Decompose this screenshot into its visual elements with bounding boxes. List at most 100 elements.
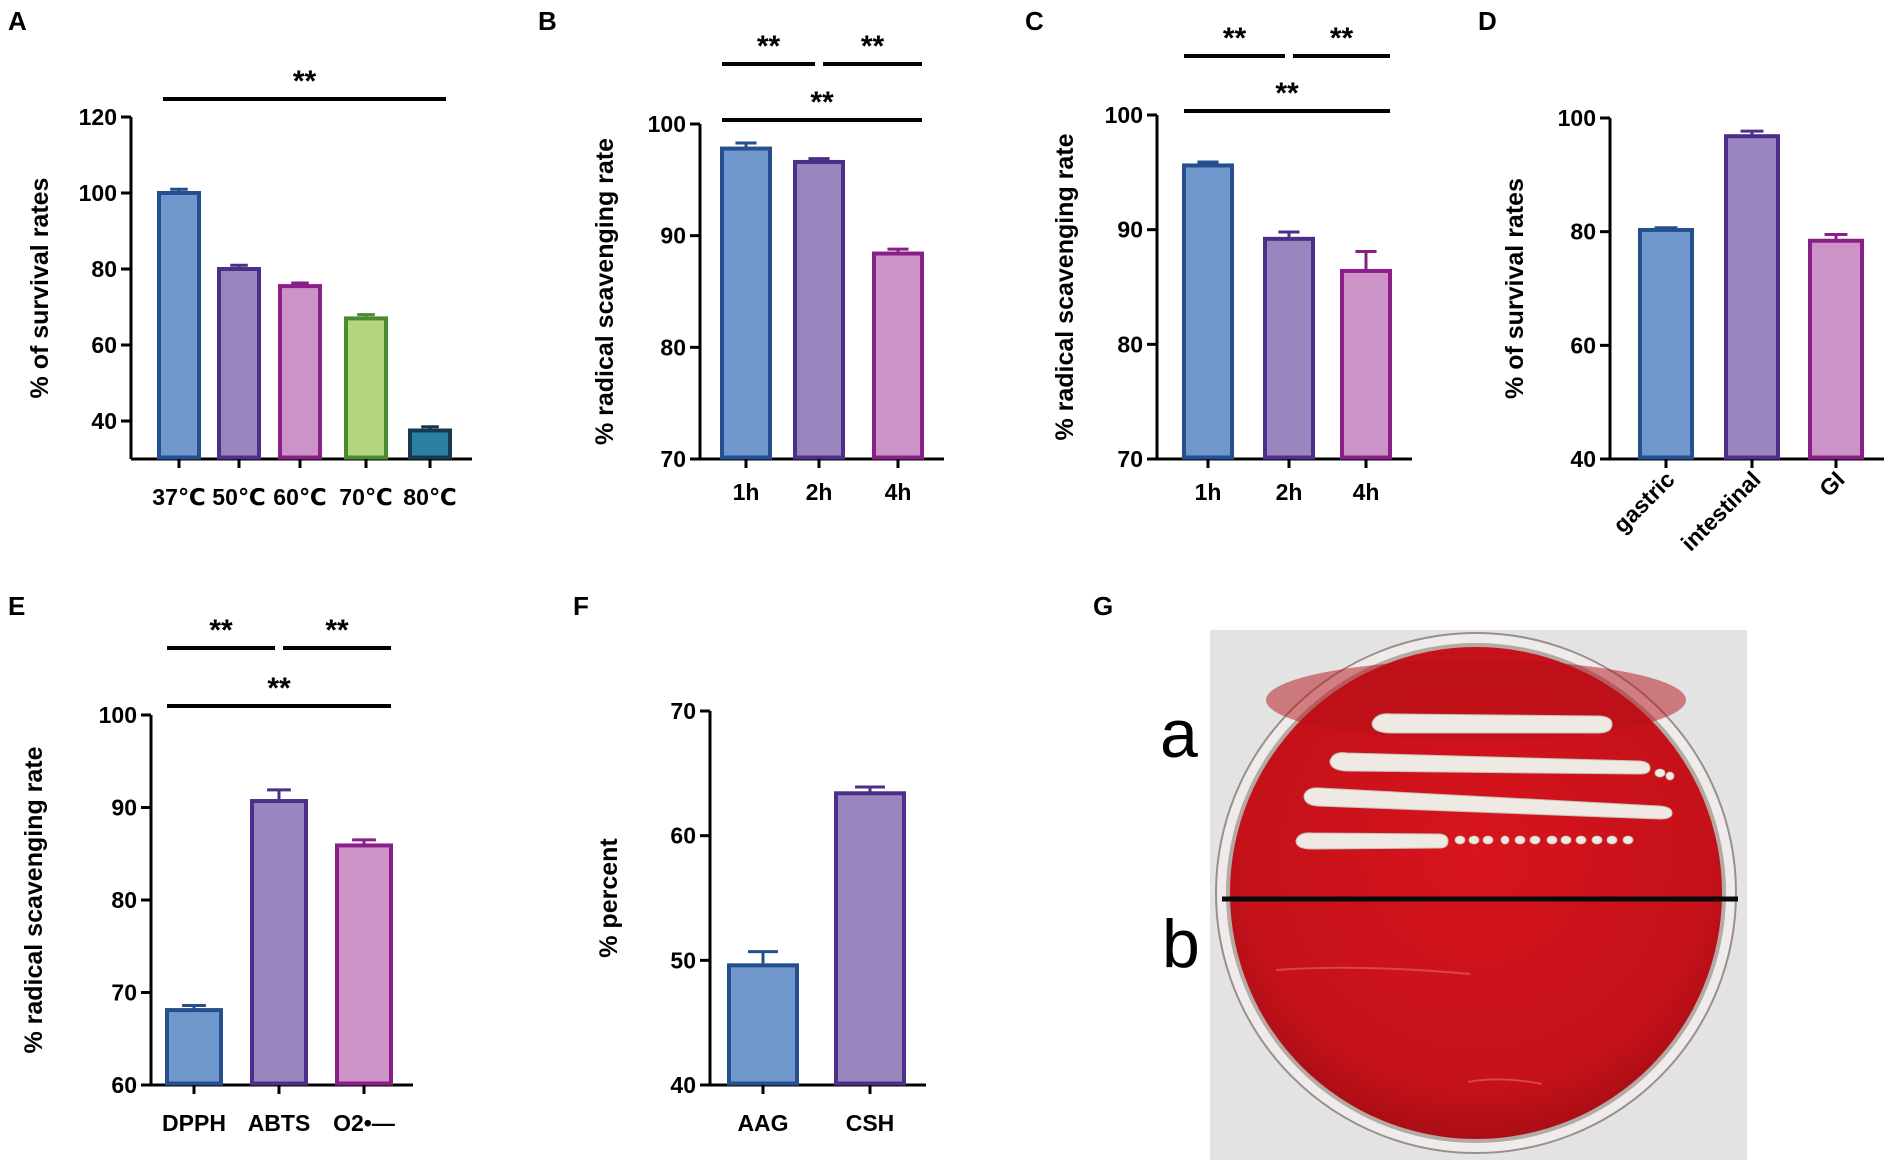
y-tick-label: 70 — [1117, 446, 1143, 472]
x-tick-label: DPPH — [162, 1110, 226, 1136]
panel-letter-c: C — [1025, 6, 1044, 36]
significance-label: ** — [1330, 22, 1354, 55]
y-tick-label: 90 — [1117, 217, 1143, 243]
panel-letter-b: B — [538, 6, 557, 36]
colony-dot — [1654, 768, 1666, 778]
colony-dot — [1591, 835, 1603, 845]
y-tick-label: 40 — [1570, 446, 1596, 472]
bar-intestinal — [1724, 134, 1780, 460]
y-tick-label: 40 — [670, 1072, 696, 1098]
bar-gastric — [1638, 227, 1694, 460]
y-axis-title: % percent — [595, 838, 623, 958]
x-tick-label: 50℃ — [212, 484, 265, 510]
x-tick-label: intestinal — [1676, 466, 1766, 556]
significance-label: ** — [267, 672, 291, 705]
y-tick-label: 100 — [99, 702, 137, 728]
x-tick-label: 4h — [1353, 479, 1380, 505]
x-tick-label: 70℃ — [339, 484, 392, 510]
colony-dot — [1514, 835, 1526, 845]
x-tick-label: ABTS — [248, 1110, 311, 1136]
bar-50℃ — [217, 267, 261, 460]
chart-f: 40 50 60 70 % percent AAG CSH — [595, 698, 926, 1136]
bar-CSH — [834, 791, 906, 1086]
faint-streaks-b — [1275, 966, 1543, 1085]
bar-4h — [872, 251, 924, 460]
bar-1h — [1182, 163, 1234, 460]
colony-dots — [1454, 768, 1675, 845]
panel-letter-d: D — [1478, 6, 1497, 36]
x-tick-label: gastric — [1608, 466, 1680, 538]
significance-label: ** — [1275, 77, 1299, 110]
colony-dot — [1482, 835, 1494, 845]
colony-streak-2 — [1329, 752, 1651, 775]
colony-dot — [1454, 835, 1466, 845]
colony-streak-4 — [1295, 832, 1449, 850]
x-tick-label: 60℃ — [273, 484, 326, 510]
y-axis-title: % radical scavenging rate — [591, 138, 619, 445]
x-tick-label: 1h — [1195, 479, 1222, 505]
colony-dot — [1622, 835, 1634, 845]
y-tick-label: 70 — [660, 446, 686, 472]
colony-dot — [1575, 835, 1587, 845]
y-tick-label: 60 — [91, 332, 117, 358]
y-axis-title: % of survival rates — [26, 178, 54, 399]
y-tick-label: 60 — [111, 1072, 137, 1098]
bar-2h — [793, 159, 845, 460]
chart-a: 40 60 80 100 120 % of survival rates 37℃ 50℃ 60℃… — [26, 65, 472, 510]
y-axis-title: % radical scavenging rate — [20, 746, 48, 1053]
y-axis-title: % radical scavenging rate — [1051, 133, 1079, 440]
x-tick-label: AAG — [737, 1110, 788, 1136]
bar-DPPH — [165, 1008, 223, 1086]
chart-c: 70 80 90 100 % radical scavenging rate 1h 2h 4h… — [1051, 22, 1412, 505]
faint-streak-1 — [1275, 966, 1471, 975]
colony-dot — [1665, 771, 1675, 781]
y-tick-label: 70 — [111, 980, 137, 1006]
y-tick-label: 100 — [648, 111, 686, 137]
x-tick-label: 37℃ — [152, 484, 205, 510]
y-tick-label: 90 — [660, 223, 686, 249]
blood-agar-plate-photo: a b — [1160, 630, 1747, 1160]
bar-37℃ — [157, 191, 201, 460]
y-tick-label: 100 — [79, 180, 117, 206]
y-tick-label: 70 — [670, 698, 696, 724]
x-tick-label: GI — [1814, 466, 1850, 502]
colony-streak-3 — [1303, 787, 1673, 820]
y-tick-label: 60 — [1570, 332, 1596, 358]
bar-ABTS — [250, 799, 308, 1086]
chart-panels: 40 60 80 100 120 % of survival rates 37℃ 50℃ 60℃… — [20, 22, 1884, 1136]
y-tick-label: 40 — [91, 408, 117, 434]
x-tick-label: 80℃ — [403, 484, 456, 510]
x-tick-label: 1h — [733, 479, 760, 505]
y-tick-label: 80 — [1570, 219, 1596, 245]
significance-label: ** — [810, 86, 834, 119]
x-tick-label: O2•— — [333, 1110, 395, 1136]
plate-label-a: a — [1160, 696, 1198, 772]
y-tick-label: 100 — [1105, 102, 1143, 128]
x-tick-label: 2h — [806, 479, 833, 505]
y-tick-label: 100 — [1558, 105, 1596, 131]
colony-streaks — [1295, 713, 1673, 850]
y-tick-label: 80 — [1117, 331, 1143, 357]
significance-label: ** — [757, 30, 781, 63]
bar-AAG — [727, 963, 799, 1086]
chart-e: 60 70 80 90 100 % radical scavenging rate DPPH… — [20, 614, 413, 1136]
colony-dot — [1560, 835, 1572, 845]
y-tick-label: 90 — [111, 795, 137, 821]
bar-1h — [720, 146, 772, 460]
plate-label-b: b — [1162, 906, 1200, 982]
bar-60℃ — [278, 284, 322, 460]
colony-dot — [1546, 835, 1558, 845]
panel-letter-e: E — [8, 591, 25, 621]
bar-O2•— — [335, 843, 393, 1086]
panel-letter-g: G — [1093, 591, 1113, 621]
bar-2h — [1263, 236, 1315, 460]
colony-dot — [1529, 835, 1541, 845]
bar-80℃ — [408, 428, 452, 460]
panel-letter-f: F — [573, 591, 589, 621]
colony-dot — [1500, 835, 1510, 845]
y-tick-label: 80 — [91, 256, 117, 282]
x-tick-label: CSH — [846, 1110, 895, 1136]
y-tick-label: 80 — [111, 887, 137, 913]
significance-label: ** — [1223, 22, 1247, 55]
